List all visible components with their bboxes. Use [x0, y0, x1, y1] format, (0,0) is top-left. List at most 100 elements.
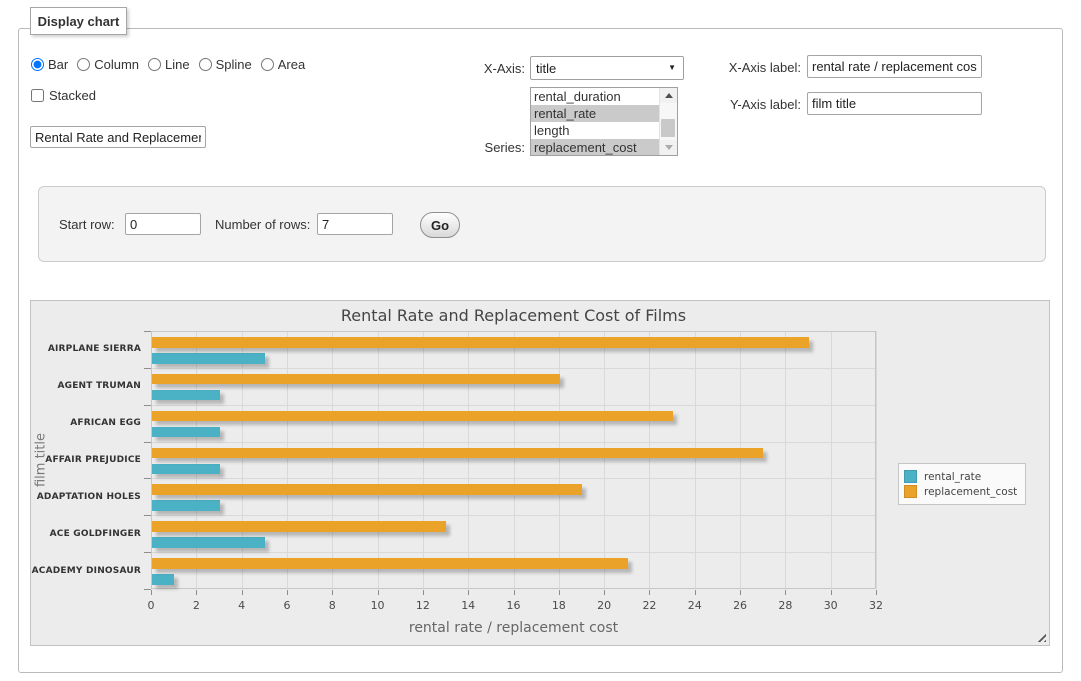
bar-replacement_cost [152, 521, 446, 532]
row-controls-panel: Start row: Number of rows: Go [38, 186, 1046, 262]
y-tick-mark [144, 331, 151, 332]
bar-replacement_cost [152, 448, 763, 459]
number-of-rows-input[interactable] [317, 213, 393, 235]
bar-rental_rate [152, 427, 220, 438]
x-tick-mark [514, 590, 515, 595]
chart-builder-page: Display chart Bar Column Line Spline Area St… [0, 0, 1081, 681]
y-axis-label-input[interactable] [807, 92, 982, 115]
legend-item: rental_rate [904, 470, 1017, 483]
chart-type-option-area[interactable]: Area [261, 57, 305, 72]
scroll-down-button[interactable] [660, 140, 677, 155]
gridline-vertical [876, 331, 877, 589]
x-tick-mark [378, 590, 379, 595]
bar-rental_rate [152, 353, 265, 364]
chart-type-radio-bar[interactable] [31, 58, 44, 71]
stacked-option[interactable]: Stacked [31, 88, 96, 103]
bar-replacement_cost [152, 484, 582, 495]
x-axis-select[interactable]: title [530, 56, 684, 80]
chart-title: Rental Rate and Replacement Cost of Film… [151, 306, 876, 325]
bar-rental_rate [152, 574, 174, 585]
scroll-up-button[interactable] [660, 88, 677, 103]
start-row-input[interactable] [125, 213, 201, 235]
legend-label: replacement_cost [924, 486, 1017, 498]
x-tick-mark [604, 590, 605, 595]
go-button[interactable]: Go [420, 212, 460, 238]
scrollbar[interactable] [659, 88, 677, 155]
bar-replacement_cost [152, 411, 673, 422]
chart-type-option-line[interactable]: Line [148, 57, 190, 72]
x-tick-mark [559, 590, 560, 595]
x-tick-label: 32 [856, 599, 896, 612]
chart-legend: rental_rate replacement_cost [898, 463, 1026, 505]
chart-type-radio-spline[interactable] [199, 58, 212, 71]
chart-type-option-spline[interactable]: Spline [199, 57, 252, 72]
x-tick-label: 16 [494, 599, 534, 612]
x-tick-mark [151, 590, 152, 595]
x-tick-label: 26 [720, 599, 760, 612]
resize-grip[interactable] [1035, 631, 1046, 642]
x-tick-mark [649, 590, 650, 595]
scroll-up-arrow-icon [665, 93, 673, 98]
series-option-rental_duration[interactable]: rental_duration [531, 88, 660, 105]
y-tick-mark [144, 478, 151, 479]
stacked-checkbox[interactable] [31, 89, 44, 102]
legend-swatch [904, 470, 917, 483]
x-tick-label: 28 [765, 599, 805, 612]
chart-type-label: Line [165, 57, 190, 72]
x-tick-label: 12 [403, 599, 443, 612]
legend-swatch [904, 485, 917, 498]
series-option-replacement_cost[interactable]: replacement_cost [531, 139, 660, 156]
x-tick-label: 6 [267, 599, 307, 612]
x-tick-label: 24 [675, 599, 715, 612]
chart-type-radio-area[interactable] [261, 58, 274, 71]
bar-rental_rate [152, 464, 220, 475]
series-multiselect[interactable]: rental_durationrental_ratelengthreplacem… [530, 87, 678, 156]
x-tick-mark [876, 590, 877, 595]
scroll-down-arrow-icon [665, 145, 673, 150]
category-label: AIRPLANE SIERRA [31, 331, 141, 368]
category-label: ACADEMY DINOSAUR [31, 552, 141, 589]
y-tick-mark [144, 442, 151, 443]
start-row-label: Start row: [59, 217, 115, 232]
y-tick-mark [144, 368, 151, 369]
fieldset-legend: Display chart [30, 7, 127, 35]
x-tick-label: 0 [131, 599, 171, 612]
x-tick-mark [468, 590, 469, 595]
chart-type-label: Area [278, 57, 305, 72]
x-tick-label: 30 [811, 599, 851, 612]
x-tick-label: 4 [222, 599, 262, 612]
chart: Rental Rate and Replacement Cost of Film… [30, 300, 1050, 646]
bar-replacement_cost [152, 558, 628, 569]
x-tick-mark [785, 590, 786, 595]
y-tick-mark [144, 589, 151, 590]
x-tick-mark [332, 590, 333, 595]
series-option-rental_rate[interactable]: rental_rate [531, 105, 660, 122]
chart-type-radio-column[interactable] [77, 58, 90, 71]
series-list-label: Series: [430, 140, 525, 155]
chart-type-option-bar[interactable]: Bar [31, 57, 68, 72]
series-options: rental_durationrental_ratelengthreplacem… [531, 88, 660, 155]
number-of-rows-label: Number of rows: [215, 217, 310, 232]
x-tick-label: 18 [539, 599, 579, 612]
y-axis-label-field-label: Y-Axis label: [690, 97, 801, 112]
x-tick-mark [196, 590, 197, 595]
legend-label: rental_rate [924, 471, 981, 483]
scrollbar-thumb[interactable] [661, 119, 675, 137]
x-axis-select-label: X-Axis: [430, 61, 525, 76]
plot-border [151, 331, 876, 589]
y-tick-mark [144, 515, 151, 516]
x-tick-label: 8 [312, 599, 352, 612]
x-tick-mark [287, 590, 288, 595]
y-tick-mark [144, 405, 151, 406]
chart-type-option-column[interactable]: Column [77, 57, 139, 72]
chart-title-input[interactable] [30, 126, 206, 148]
bar-rental_rate [152, 500, 220, 511]
chart-type-radio-line[interactable] [148, 58, 161, 71]
chart-type-label: Bar [48, 57, 68, 72]
x-tick-label: 20 [584, 599, 624, 612]
x-axis-label-input[interactable] [807, 55, 982, 78]
category-label: AGENT TRUMAN [31, 368, 141, 405]
x-tick-mark [242, 590, 243, 595]
series-option-length[interactable]: length [531, 122, 660, 139]
y-axis-title: film title [34, 433, 49, 487]
